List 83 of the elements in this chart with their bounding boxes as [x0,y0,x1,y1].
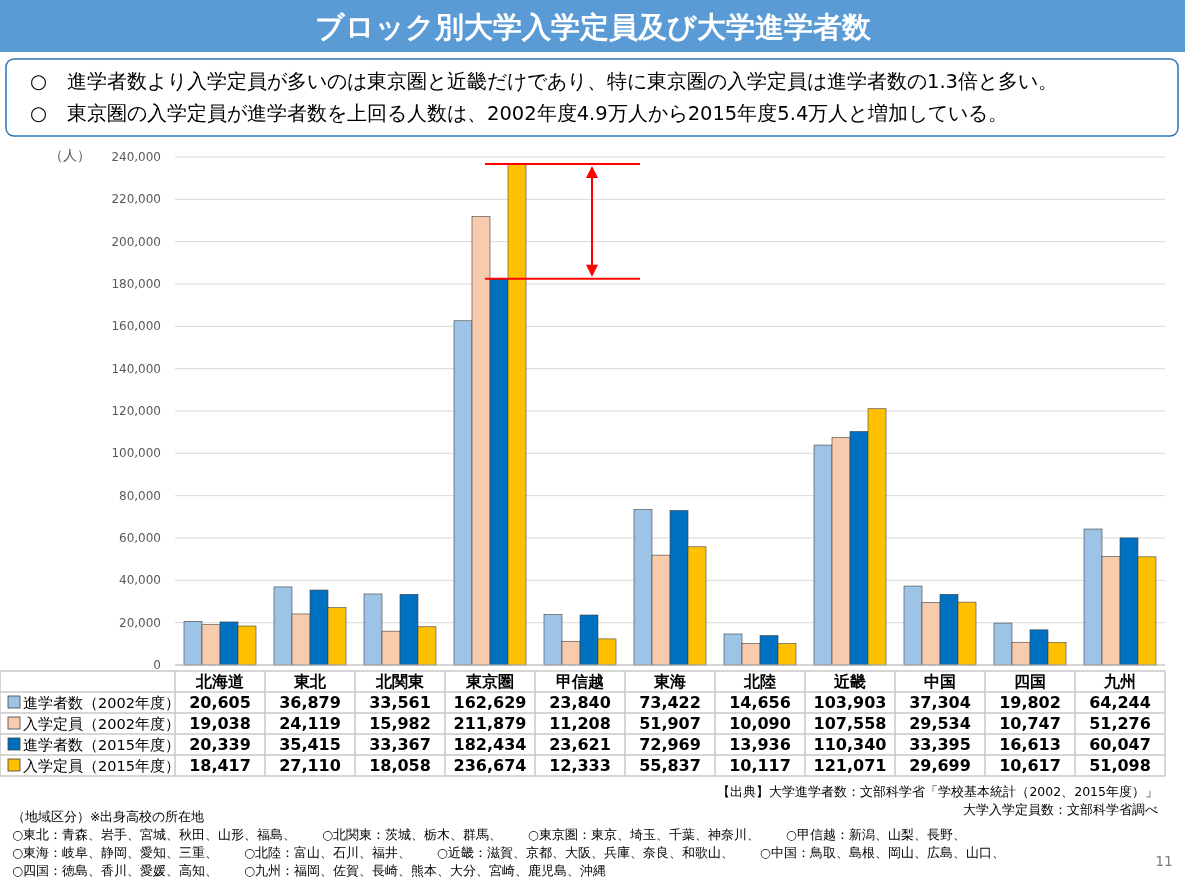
chart-title: ブロック別大学入学定員及び大学進学者数 [314,10,872,44]
data-label: 51,276 [1089,714,1151,733]
legend-label: 進学者数（2002年度） [23,695,180,711]
data-label: 23,840 [549,693,611,712]
data-label: 33,395 [909,735,971,754]
data-label: 107,558 [813,714,887,733]
text: （地域区分）※出身高校の所在地 [12,809,205,824]
data-label: 20,339 [189,735,251,754]
y-tick-label: 240,000 [111,150,161,164]
x-tick-label: 近畿 [833,672,866,691]
data-label: 20,605 [189,693,251,712]
data-label: 35,415 [279,735,341,754]
data-label: 103,903 [813,693,887,712]
x-tick-label: 中国 [924,672,956,691]
y-tick-label: 60,000 [119,531,161,545]
data-label: 51,907 [639,714,701,733]
x-tick-label: 北関東 [375,672,425,691]
data-label: 60,047 [1089,735,1151,754]
x-tick-label: 甲信越 [556,672,604,691]
text: 【出典】大学進学者数：文部科学省「学校基本統計（2002、2015年度）」 [717,784,1158,799]
y-tick-label: 200,000 [111,234,161,249]
x-tick-label: 九州 [1103,672,1136,691]
data-label: 64,244 [1089,693,1151,712]
x-tick-label: 四国 [1014,672,1046,691]
data-label: 11,208 [549,714,611,733]
legend-label: 入学定員（2002年度） [23,716,180,732]
data-label: 10,617 [999,756,1061,775]
text: 大学入学定員数：文部科学省調べ [963,802,1158,817]
data-label: 27,110 [279,756,341,775]
x-tick-label: 東海 [653,672,686,691]
y-tick-label: 220,000 [111,192,161,207]
y-tick-label: 20,000 [119,615,161,630]
text: ○東北：青森、岩手、宮城、秋田、山形、福島、 ○北関東：茨城、栃木、群馬、 ○東京圏：東京、埼玉、千葉、神奈川、 ○甲信越：新潟、山梨、長野、 [12,827,966,842]
data-label: 18,058 [369,756,431,775]
x-tick-label: 東北 [293,672,327,691]
data-label: 19,038 [189,714,251,733]
data-label: 24,119 [279,714,341,733]
data-label: 37,304 [909,693,971,712]
data-label: 162,629 [453,693,527,712]
y-tick-label: 0 [153,658,161,672]
data-label: 33,367 [369,735,431,754]
data-label: 29,699 [909,756,971,775]
data-label: 23,621 [549,735,611,754]
data-label: 72,969 [639,735,701,754]
data-label: 10,090 [729,714,791,733]
text: ○東海：岐阜、静岡、愛知、三重、 ○北陸：富山、石川、福井、 ○近畿：滋賀、京都、大阪、兵庫、奈良、和歌山、 ○中国：鳥取、島根、岡山、広島、山口、 [12,845,1005,860]
y-axis-title: （人） [49,147,91,163]
data-label: 15,982 [369,714,431,733]
data-label: 51,098 [1089,756,1151,775]
text: ○ 進学者数より入学定員が多いのは東京圏と近畿だけであり、特に東京圏の入学定員は進学者数の1.3倍と多い。 [30,70,1059,93]
data-label: 236,674 [453,756,527,775]
y-tick-label: 140,000 [111,361,161,376]
text: 11 [1155,853,1173,869]
y-tick-label: 40,000 [119,573,161,588]
x-tick-label: 北海道 [195,672,245,691]
x-tick-label: 東京圏 [465,672,514,691]
data-label: 29,534 [909,714,971,733]
legend-label: 進学者数（2015年度） [23,737,180,753]
data-label: 33,561 [369,693,431,712]
data-label: 182,434 [453,735,527,754]
data-label: 10,747 [999,714,1061,733]
data-label: 73,422 [639,693,701,712]
y-tick-label: 80,000 [119,488,161,503]
data-label: 10,117 [729,756,791,775]
text: ○四国：徳島、香川、愛媛、高知、 ○九州：福岡、佐賀、長崎、熊本、大分、宮崎、鹿児島、沖縄 [12,863,606,878]
legend-label: 入学定員（2015年度） [23,758,180,774]
data-label: 16,613 [999,735,1061,754]
data-label: 12,333 [549,756,611,775]
y-tick-label: 180,000 [111,277,161,291]
x-tick-label: 北陸 [743,672,776,691]
text: ○ 東京圏の入学定員が進学者数を上回る人数は、2002年度4.9万人から2015年度5.4万人と増加している。 [30,102,1009,125]
data-label: 55,837 [639,756,701,775]
data-label: 18,417 [189,756,251,775]
data-label: 13,936 [729,735,791,754]
data-label: 121,071 [813,756,887,775]
y-tick-label: 100,000 [111,446,161,461]
data-label: 110,340 [813,735,887,754]
y-tick-label: 160,000 [111,319,161,334]
data-label: 14,656 [729,693,791,712]
y-tick-label: 120,000 [111,404,161,418]
data-label: 19,802 [999,693,1061,712]
data-label: 211,879 [453,714,527,733]
data-label: 36,879 [279,693,341,712]
